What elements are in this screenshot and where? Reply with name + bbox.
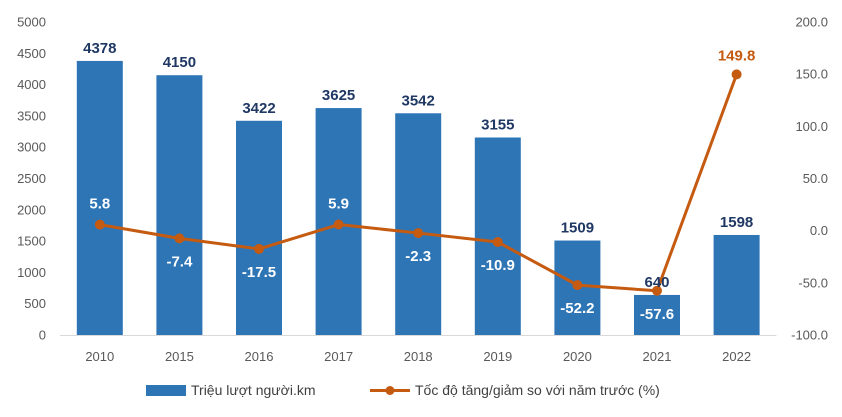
left-axis-tick-label: 3000: [17, 140, 46, 155]
bar: [156, 75, 203, 336]
line-data-label: 149.8: [718, 47, 756, 64]
legend-bar-label: Triệu lượt người.km: [191, 382, 316, 398]
x-axis-tick-label: 2021: [643, 349, 672, 364]
left-axis-ticks: 0 500 1000 1500 2000 2500 3000 3500 4000 4500 5000: [17, 15, 46, 343]
x-axis-tick-label: 2010: [85, 349, 114, 364]
left-axis-tick-label: 2500: [17, 171, 46, 186]
bar: [395, 113, 442, 335]
line-data-label: 5.9: [328, 196, 349, 213]
bar: [634, 294, 680, 335]
x-axis-tick-label: 2022: [722, 349, 751, 364]
line-data-label: -52.2: [560, 300, 594, 317]
line-data-label: -57.6: [640, 306, 674, 323]
bar-data-label: 1598: [720, 214, 753, 231]
right-axis-tick-label: 150.0: [795, 67, 828, 82]
line-data-label: 5.8: [89, 196, 110, 213]
legend-line-label: Tốc độ tăng/giảm so với năm trước (%): [415, 382, 660, 398]
line-marker: [492, 237, 503, 248]
bar-data-label: 640: [644, 274, 669, 291]
line-marker: [652, 285, 662, 296]
right-axis-tick-label: 200.0: [795, 15, 828, 30]
x-axis-tick-label: 2017: [324, 349, 353, 364]
left-axis-tick-label: 4000: [17, 77, 46, 92]
line-data-label: -10.9: [481, 257, 515, 274]
left-axis-tick-label: 1000: [17, 265, 46, 280]
legend: Triệu lượt người.km Tốc độ tăng/giảm so …: [146, 382, 660, 398]
x-axis-tick-label: 2020: [563, 349, 592, 364]
left-axis-tick-label: 1500: [17, 234, 46, 249]
line-data-labels: 5.8 -7.4 -17.5 5.9 -2.3 -10.9 -52.2 -57.6 149.8: [89, 47, 755, 322]
left-axis-tick-label: 2000: [17, 202, 46, 217]
bar: [76, 60, 123, 336]
line-marker: [413, 228, 424, 239]
right-axis-tick-label: 100.0: [795, 119, 828, 134]
line-marker: [731, 69, 742, 80]
bar-data-label: 3625: [322, 87, 355, 104]
x-axis-tick-label: 2016: [245, 349, 274, 364]
line-series: [94, 69, 742, 296]
bar-data-label: 3422: [242, 100, 275, 117]
bar-data-label: 3542: [402, 92, 435, 109]
line-marker: [333, 219, 344, 230]
right-axis-tick-label: -100.0: [791, 328, 828, 343]
line-data-label: -2.3: [405, 248, 431, 265]
x-axis-tick-label: 2015: [165, 349, 194, 364]
x-axis-tick-label: 2018: [404, 349, 433, 364]
left-axis-tick-label: 0: [39, 328, 46, 343]
legend-line-marker: [385, 386, 395, 395]
right-axis-ticks: -100.0 -50.0 0.0 50.0 100.0 150.0 200.0: [791, 15, 828, 343]
line-marker: [94, 219, 105, 230]
line-data-label: -17.5: [242, 264, 276, 281]
left-axis-tick-label: 500: [24, 296, 46, 311]
bar: [474, 137, 521, 335]
bar-data-label: 1509: [561, 220, 594, 237]
bar-series: [60, 60, 777, 336]
left-axis-tick-label: 5000: [17, 15, 46, 30]
bar-data-label: 4150: [163, 54, 196, 71]
x-axis-tick-label: 2019: [483, 349, 512, 364]
bar: [713, 234, 760, 335]
right-axis-tick-label: 50.0: [803, 171, 828, 186]
line-marker: [572, 280, 583, 291]
line-marker: [174, 233, 185, 244]
line-marker: [254, 243, 264, 254]
bar-data-label: 3155: [481, 116, 514, 133]
left-axis-tick-label: 4500: [17, 46, 46, 61]
right-axis-tick-label: -50.0: [798, 275, 828, 290]
x-axis-ticks: 2010 2015 2016 2017 2018 2019 2020 2021 2022: [85, 349, 751, 364]
bar-data-labels: 4378 4150 3422 3625 3542 3155 1509 640 1598: [83, 40, 753, 291]
right-axis-tick-label: 0.0: [810, 223, 828, 238]
bar-data-label: 4378: [83, 40, 116, 57]
legend-bar-swatch: [146, 385, 186, 396]
left-axis-tick-label: 3500: [17, 108, 46, 123]
line-data-label: -7.4: [166, 253, 193, 270]
bar: [236, 120, 282, 335]
